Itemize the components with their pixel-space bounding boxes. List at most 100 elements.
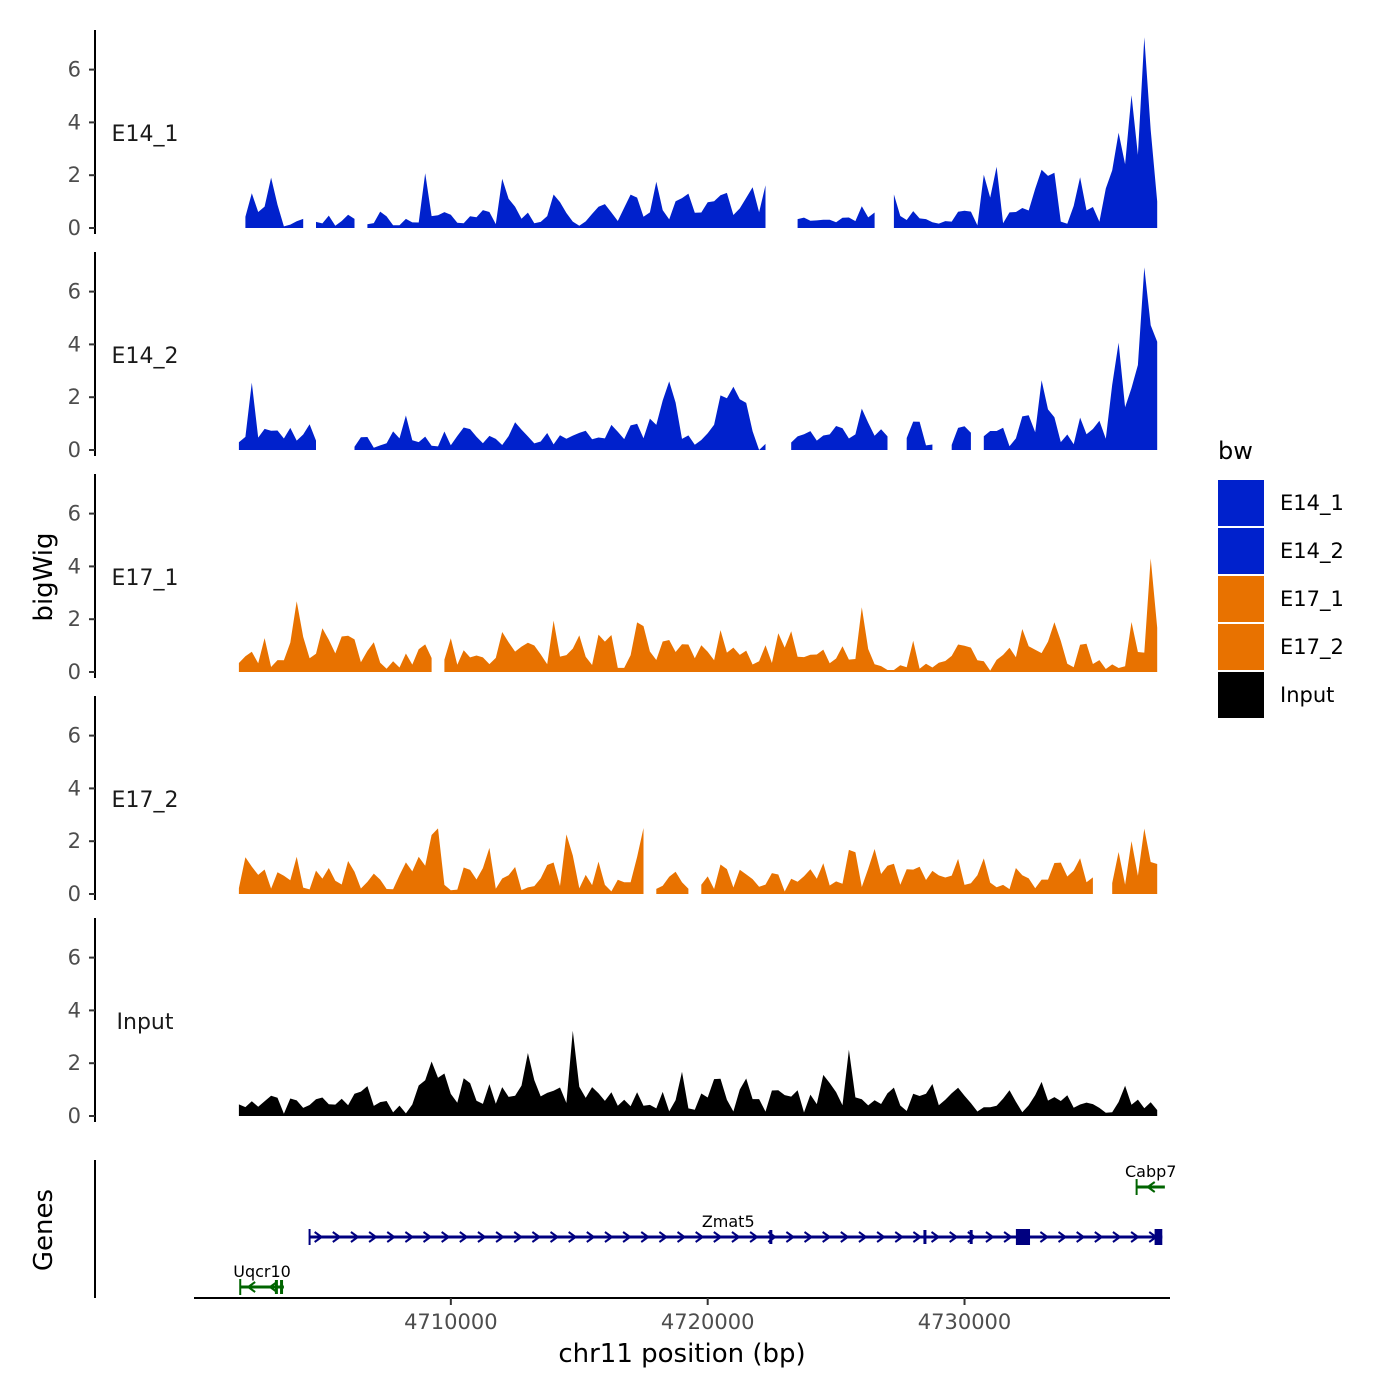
- x-axis-title: chr11 position (bp): [558, 1339, 805, 1369]
- coverage-area-E17_1: [444, 558, 1158, 672]
- coverage-area-E14_2: [354, 381, 766, 450]
- strand-arrow: [713, 1231, 723, 1243]
- track-panels: 0 2 4 6 E14_1 0 2 4 6 E14_2 0 2 4 6 E17_1 0 2 4 6 E17_2 0 2 4 6…: [68, 30, 1158, 1128]
- strand-arrow: [912, 1231, 923, 1243]
- y-axis-title: bigWig: [29, 532, 59, 621]
- coverage-area-E14_2: [906, 421, 933, 450]
- strand-arrow: [513, 1231, 523, 1243]
- gene-Cabp7: Cabp7: [1125, 1162, 1176, 1195]
- strand-arrow: [930, 1231, 941, 1243]
- coverage-area-E14_2: [238, 382, 316, 450]
- strand-arrow: [568, 1231, 578, 1243]
- exon: [769, 1230, 773, 1244]
- strand-arrow: [246, 1281, 256, 1293]
- exon: [1015, 1229, 1031, 1245]
- strand-arrow: [1003, 1231, 1013, 1243]
- track-panel-Input: 0 2 4 6 Input: [68, 918, 1158, 1128]
- y-tick-label: 2: [68, 385, 81, 409]
- exon: [1154, 1229, 1163, 1245]
- strand-arrow: [1112, 1231, 1122, 1243]
- strand-arrow: [749, 1231, 759, 1243]
- legend-label-E17_1: E17_1: [1280, 587, 1344, 612]
- strand-arrow: [785, 1231, 796, 1243]
- strand-arrow: [803, 1231, 814, 1243]
- strand-arrow: [858, 1231, 868, 1243]
- strand-arrow: [1130, 1231, 1140, 1243]
- coverage-area-E17_2: [701, 849, 1093, 894]
- x-tick-label: 4720000: [661, 1310, 755, 1334]
- exon: [923, 1230, 927, 1244]
- coverage-area-E14_2: [791, 408, 888, 450]
- coverage-area-E17_1: [238, 601, 432, 672]
- legend-title: bw: [1218, 437, 1253, 465]
- legend-key-Input: [1218, 672, 1264, 718]
- y-tick-label: 4: [68, 998, 81, 1022]
- track-label-E14_1: E14_1: [112, 122, 179, 147]
- strand-arrow: [495, 1231, 505, 1243]
- y-tick-label: 0: [68, 438, 81, 462]
- track-label-E17_1: E17_1: [112, 566, 179, 591]
- y-tick-label: 0: [68, 216, 81, 240]
- legend: bw E14_1 E14_2 E17_1 E17_2 Input: [1218, 437, 1344, 718]
- y-tick-label: 6: [68, 502, 81, 526]
- coverage-area-E17_2: [238, 828, 644, 894]
- strand-arrow: [1094, 1231, 1104, 1243]
- strand-arrow: [586, 1231, 596, 1243]
- strand-arrow: [368, 1231, 378, 1243]
- gene-label-Zmat5: Zmat5: [702, 1212, 755, 1231]
- track-panel-E14_2: 0 2 4 6 E14_2: [68, 252, 1158, 462]
- strand-arrow: [268, 1281, 278, 1293]
- strand-arrow: [422, 1231, 433, 1243]
- strand-arrow: [640, 1231, 650, 1243]
- coverage-area-E14_1: [893, 37, 1158, 229]
- coverage-area-E17_2: [656, 871, 689, 894]
- strand-arrow: [1039, 1231, 1050, 1243]
- y-tick-label: 6: [68, 58, 81, 82]
- strand-arrow: [658, 1231, 669, 1243]
- strand-arrow: [531, 1231, 542, 1243]
- y-tick-label: 6: [68, 280, 81, 304]
- legend-label-E17_2: E17_2: [1280, 635, 1344, 660]
- track-label-Input: Input: [117, 1010, 174, 1035]
- strand-arrow: [876, 1231, 886, 1243]
- track-panel-E17_1: 0 2 4 6 E17_1: [68, 474, 1158, 684]
- track-panel-E17_2: 0 2 4 6 E17_2: [68, 696, 1158, 906]
- strand-arrow: [1057, 1231, 1068, 1243]
- strand-arrow: [404, 1231, 415, 1243]
- strand-arrow: [314, 1231, 324, 1243]
- y-tick-label: 6: [68, 946, 81, 970]
- gene-Zmat5: Zmat5: [308, 1212, 1163, 1245]
- coverage-area-E14_1: [316, 214, 355, 228]
- gene-Uqcr10: Uqcr10: [233, 1262, 291, 1295]
- track-label-E17_2: E17_2: [112, 788, 179, 813]
- legend-key-E17_2: [1218, 624, 1264, 670]
- strand-arrow: [1076, 1231, 1086, 1243]
- legend-label-E14_1: E14_1: [1280, 491, 1344, 516]
- y-tick-label: 0: [68, 660, 81, 684]
- coverage-area-E14_1: [797, 206, 875, 228]
- legend-label-Input: Input: [1280, 683, 1334, 707]
- y-tick-label: 2: [68, 163, 81, 187]
- legend-key-E14_1: [1218, 480, 1264, 526]
- gene-label-Uqcr10: Uqcr10: [233, 1262, 291, 1281]
- x-tick-label: 4710000: [404, 1310, 498, 1334]
- strand-arrow: [549, 1231, 560, 1243]
- strand-arrow: [822, 1231, 832, 1243]
- coverage-area-E17_2: [1112, 828, 1158, 894]
- y-tick-label: 4: [68, 110, 81, 134]
- y-tick-label: 2: [68, 607, 81, 631]
- y-tick-label: 4: [68, 554, 81, 578]
- strand-arrow: [949, 1231, 959, 1243]
- strand-arrow: [441, 1231, 451, 1243]
- strand-arrow: [731, 1231, 741, 1243]
- strand-arrow: [622, 1231, 632, 1243]
- x-axis: 4710000 4720000 4730000: [194, 1297, 1170, 1334]
- legend-key-E17_1: [1218, 576, 1264, 622]
- gene-track: Zmat5 Cabp7 Uqcr10: [94, 1160, 1176, 1298]
- strand-arrow: [840, 1231, 850, 1243]
- coverage-area-E14_2: [983, 267, 1158, 450]
- strand-arrow: [477, 1231, 487, 1243]
- strand-arrow: [459, 1231, 469, 1243]
- gene-track-title: Genes: [29, 1189, 59, 1271]
